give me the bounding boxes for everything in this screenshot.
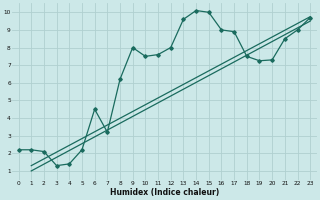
X-axis label: Humidex (Indice chaleur): Humidex (Indice chaleur) [110, 188, 219, 197]
